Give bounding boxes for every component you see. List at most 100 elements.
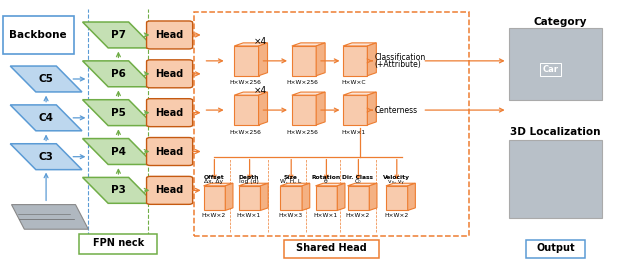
Text: (+Attribute): (+Attribute)	[374, 60, 421, 69]
Polygon shape	[367, 92, 376, 125]
Polygon shape	[225, 183, 233, 210]
FancyBboxPatch shape	[292, 46, 316, 76]
Polygon shape	[337, 183, 345, 210]
Text: H×W×1: H×W×1	[237, 213, 261, 218]
Text: ×4: ×4	[254, 86, 267, 95]
Text: P7: P7	[111, 30, 126, 40]
Text: Backbone: Backbone	[9, 30, 67, 40]
Text: 3D Localization: 3D Localization	[510, 127, 601, 137]
Polygon shape	[259, 92, 268, 125]
Polygon shape	[12, 205, 88, 229]
Text: H×W×2: H×W×2	[384, 213, 408, 218]
Text: P4: P4	[111, 147, 126, 156]
Polygon shape	[348, 183, 377, 186]
Polygon shape	[280, 183, 310, 186]
Text: Classification: Classification	[374, 53, 426, 62]
Polygon shape	[343, 92, 376, 95]
FancyBboxPatch shape	[348, 186, 369, 210]
Polygon shape	[234, 43, 268, 46]
Polygon shape	[83, 22, 154, 48]
Polygon shape	[292, 43, 325, 46]
FancyBboxPatch shape	[343, 46, 367, 76]
Text: H×W×1: H×W×1	[314, 213, 338, 218]
Text: Car: Car	[543, 65, 559, 74]
Text: Centerness: Centerness	[374, 106, 417, 114]
Text: H×W×2: H×W×2	[202, 213, 226, 218]
Text: Shared Head: Shared Head	[296, 243, 367, 253]
Text: C4: C4	[38, 113, 54, 123]
Text: ×4: ×4	[254, 37, 267, 46]
Polygon shape	[239, 183, 268, 186]
Text: θ: θ	[324, 179, 328, 184]
Text: Head: Head	[156, 147, 184, 156]
Polygon shape	[316, 43, 325, 76]
Text: Head: Head	[156, 30, 184, 40]
FancyBboxPatch shape	[239, 186, 260, 210]
Text: C5: C5	[38, 74, 54, 84]
FancyBboxPatch shape	[234, 95, 259, 125]
Text: W, H, L: W, H, L	[280, 179, 301, 184]
Polygon shape	[83, 100, 154, 126]
FancyBboxPatch shape	[79, 234, 157, 254]
Text: H×W×2: H×W×2	[346, 213, 370, 218]
Polygon shape	[260, 183, 268, 210]
Text: H×W×3: H×W×3	[278, 213, 303, 218]
Text: H×W×1: H×W×1	[342, 130, 366, 135]
Text: Δx, Δy: Δx, Δy	[204, 179, 223, 184]
FancyBboxPatch shape	[343, 95, 367, 125]
Polygon shape	[10, 105, 82, 131]
Text: Rotation: Rotation	[311, 175, 340, 180]
FancyBboxPatch shape	[280, 186, 302, 210]
Text: H×W×C: H×W×C	[342, 80, 366, 85]
Polygon shape	[10, 66, 82, 92]
Polygon shape	[234, 92, 268, 95]
FancyBboxPatch shape	[509, 140, 602, 218]
FancyBboxPatch shape	[204, 186, 225, 210]
Text: H×W×256: H×W×256	[287, 130, 319, 135]
Polygon shape	[302, 183, 310, 210]
Text: Size: Size	[284, 175, 298, 180]
Text: log (d): log (d)	[239, 179, 259, 184]
FancyBboxPatch shape	[147, 60, 193, 88]
FancyBboxPatch shape	[234, 46, 259, 76]
Text: H×W×256: H×W×256	[287, 80, 319, 85]
Polygon shape	[316, 183, 345, 186]
Text: Head: Head	[156, 69, 184, 79]
Text: Velocity: Velocity	[383, 175, 410, 180]
Text: C3: C3	[38, 152, 54, 162]
FancyBboxPatch shape	[292, 95, 316, 125]
Text: Head: Head	[156, 185, 184, 195]
Text: Output: Output	[536, 243, 575, 253]
Polygon shape	[10, 144, 82, 170]
Text: P6: P6	[111, 69, 126, 79]
Polygon shape	[259, 43, 268, 76]
Text: C₀: C₀	[355, 179, 361, 184]
FancyBboxPatch shape	[526, 240, 585, 258]
Polygon shape	[316, 92, 325, 125]
Text: Offset: Offset	[204, 175, 224, 180]
Text: Category: Category	[533, 17, 587, 27]
Text: H×W×256: H×W×256	[229, 80, 261, 85]
Polygon shape	[83, 61, 154, 87]
Text: H×W×256: H×W×256	[229, 130, 261, 135]
Polygon shape	[292, 92, 325, 95]
FancyBboxPatch shape	[386, 186, 408, 210]
Polygon shape	[204, 183, 233, 186]
Polygon shape	[408, 183, 415, 210]
Text: P5: P5	[111, 108, 126, 118]
FancyBboxPatch shape	[3, 16, 74, 54]
Text: vₓ, vᵧ: vₓ, vᵧ	[388, 179, 404, 184]
Text: P3: P3	[111, 185, 126, 195]
Text: FPN neck: FPN neck	[93, 239, 144, 248]
FancyBboxPatch shape	[316, 186, 337, 210]
Polygon shape	[367, 43, 376, 76]
FancyBboxPatch shape	[509, 28, 602, 100]
Polygon shape	[83, 177, 154, 203]
FancyBboxPatch shape	[147, 99, 193, 127]
Text: Depth: Depth	[239, 175, 259, 180]
Polygon shape	[369, 183, 377, 210]
FancyBboxPatch shape	[284, 240, 379, 258]
FancyBboxPatch shape	[147, 138, 193, 166]
FancyBboxPatch shape	[147, 176, 193, 204]
Polygon shape	[386, 183, 415, 186]
